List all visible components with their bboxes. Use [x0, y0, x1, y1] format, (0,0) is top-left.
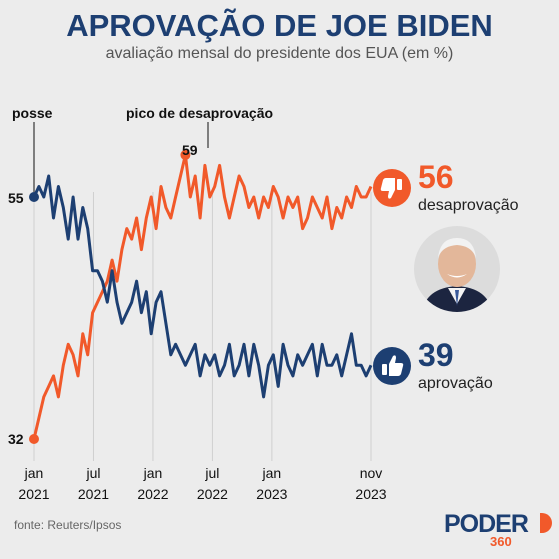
x-tick-month-1: jul [85, 465, 100, 481]
disapproval-end-label: desaprovação [418, 197, 519, 214]
series-lines [29, 149, 373, 444]
annotation-peak-value: 59 [182, 142, 198, 158]
x-tick-month-4: jan [262, 465, 282, 481]
poder360-logo: PODER 360 [444, 510, 554, 550]
x-tick-month-5: nov [360, 465, 383, 481]
thumbs-down-icon [373, 169, 411, 207]
annotation-peak: pico de desaprovação [126, 105, 273, 121]
marker-disapproval-start [29, 434, 39, 444]
logo-sub: 360 [490, 534, 512, 549]
disapproval-end-value: 56 [418, 159, 454, 195]
annotation-posse-value: 55 [8, 190, 24, 206]
x-tick-year-2: 2022 [137, 486, 168, 502]
x-tick-month-3: jul [204, 465, 219, 481]
x-tick-year-0: 2021 [18, 486, 49, 502]
x-tick-year-5: 2023 [355, 486, 386, 502]
x-tick-month-2: jan [143, 465, 163, 481]
marker-approval-start [29, 192, 39, 202]
x-tick-year-3: 2022 [197, 486, 228, 502]
x-tick-year-1: 2021 [78, 486, 109, 502]
logo-name: PODER [444, 510, 529, 538]
marker-disapproval-peak [180, 149, 191, 160]
source-note: fonte: Reuters/Ipsos [14, 518, 122, 532]
logo-mark-icon [540, 513, 552, 533]
approval-end-value: 39 [418, 337, 454, 373]
x-tick-month-0: jan [24, 465, 44, 481]
approval-end-label: aprovação [418, 375, 493, 392]
annotation-posse: posse [12, 105, 53, 121]
series-line-disapproval [32, 153, 373, 440]
thumbs-up-icon [373, 347, 411, 385]
annotation-start-value: 32 [8, 431, 24, 447]
chart-subtitle: avaliação mensal do presidente dos EUA (… [105, 45, 454, 62]
x-tick-year-4: 2023 [256, 486, 287, 502]
chart-title: APROVAÇÃO DE JOE BIDEN [66, 8, 493, 43]
grid-lines [33, 192, 372, 461]
series-line-approval [32, 174, 373, 399]
president-photo [414, 226, 500, 312]
x-axis-ticks: jan 2021 jul 2021 jan 2022 jul 2022 jan 2023 nov 20… [18, 465, 386, 502]
